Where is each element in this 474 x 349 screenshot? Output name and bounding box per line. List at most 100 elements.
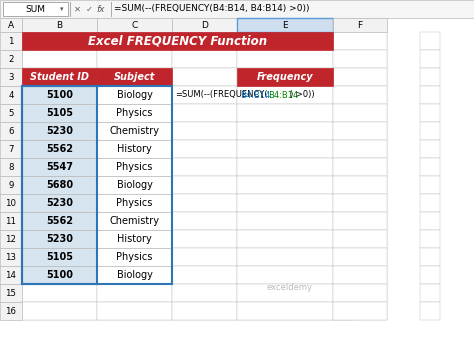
Bar <box>420 50 440 68</box>
Bar <box>237 104 333 122</box>
Bar <box>172 86 237 104</box>
Bar <box>22 302 97 320</box>
Bar <box>22 32 97 50</box>
Text: 3: 3 <box>8 73 14 82</box>
Text: 5105: 5105 <box>46 252 73 262</box>
Bar <box>0 140 22 158</box>
Bar <box>333 86 387 104</box>
Bar <box>97 266 172 284</box>
Bar <box>237 50 333 68</box>
Bar <box>172 284 237 302</box>
Bar <box>333 122 387 140</box>
Text: 6: 6 <box>8 126 14 135</box>
Bar <box>237 212 333 230</box>
Bar <box>172 86 237 104</box>
Bar <box>97 230 172 248</box>
Bar <box>237 140 333 158</box>
Bar <box>0 68 22 86</box>
Bar <box>172 32 237 50</box>
Bar <box>97 104 172 122</box>
Bar <box>237 284 333 302</box>
Bar <box>333 176 387 194</box>
Bar <box>420 158 440 176</box>
Bar <box>333 86 387 104</box>
Bar <box>172 266 237 284</box>
Text: Biology: Biology <box>117 180 153 190</box>
Text: exceldemy: exceldemy <box>267 283 313 292</box>
Bar <box>237 248 333 266</box>
Bar <box>22 50 97 68</box>
Bar <box>97 140 172 158</box>
Bar <box>172 248 237 266</box>
Bar <box>333 230 387 248</box>
Text: 5105: 5105 <box>46 108 73 118</box>
Bar <box>333 212 387 230</box>
Bar <box>22 230 97 248</box>
Bar <box>420 284 440 302</box>
Bar <box>0 86 22 104</box>
Text: SUM: SUM <box>26 5 46 14</box>
Bar <box>172 194 237 212</box>
Bar <box>420 176 440 194</box>
Bar <box>420 86 440 104</box>
Bar <box>97 32 172 50</box>
Bar <box>0 176 22 194</box>
Bar <box>22 68 97 86</box>
Bar <box>333 32 353 50</box>
Text: B4:B14: B4:B14 <box>240 90 270 99</box>
Bar <box>22 176 97 194</box>
Bar <box>333 50 387 68</box>
Bar <box>237 68 333 86</box>
Bar <box>333 86 353 104</box>
Bar <box>97 140 172 158</box>
Bar <box>172 18 237 32</box>
Bar <box>22 194 97 212</box>
Bar <box>97 212 172 230</box>
Text: =SUM(--(FREQUENCY(: =SUM(--(FREQUENCY( <box>175 90 267 99</box>
Bar <box>97 158 172 176</box>
Bar <box>237 266 333 284</box>
Bar <box>237 68 333 86</box>
Text: Physics: Physics <box>116 198 153 208</box>
Bar <box>420 212 440 230</box>
Bar <box>22 50 97 68</box>
Bar <box>172 104 237 122</box>
Bar <box>22 158 97 176</box>
Bar <box>237 230 333 248</box>
Text: C: C <box>131 21 137 30</box>
Text: 12: 12 <box>6 235 17 244</box>
Bar <box>237 18 333 32</box>
Bar <box>333 50 387 68</box>
Text: fx: fx <box>97 5 105 14</box>
Bar <box>237 302 333 320</box>
Bar <box>237 122 333 140</box>
Text: ▾: ▾ <box>60 6 64 12</box>
Bar <box>237 176 333 194</box>
Bar <box>0 32 22 50</box>
Bar <box>333 18 387 32</box>
Bar <box>97 248 172 266</box>
Bar <box>237 68 333 86</box>
Bar <box>0 158 22 176</box>
Bar <box>172 158 237 176</box>
Bar <box>333 194 387 212</box>
Bar <box>172 176 237 194</box>
Bar <box>237 194 333 212</box>
Bar <box>333 212 353 230</box>
Text: Student ID: Student ID <box>30 72 89 82</box>
Bar <box>333 248 353 266</box>
Text: 5230: 5230 <box>46 198 73 208</box>
Bar <box>22 140 97 158</box>
Text: 5680: 5680 <box>46 180 73 190</box>
Bar <box>237 86 333 104</box>
Text: 7: 7 <box>8 144 14 154</box>
Bar <box>333 176 387 194</box>
Text: 2: 2 <box>8 54 14 64</box>
Text: Subject: Subject <box>114 72 155 82</box>
Text: 5230: 5230 <box>46 126 73 136</box>
Bar <box>172 230 237 248</box>
Bar <box>97 212 172 230</box>
Text: Biology: Biology <box>117 270 153 280</box>
Bar <box>420 230 440 248</box>
Bar <box>22 212 97 230</box>
